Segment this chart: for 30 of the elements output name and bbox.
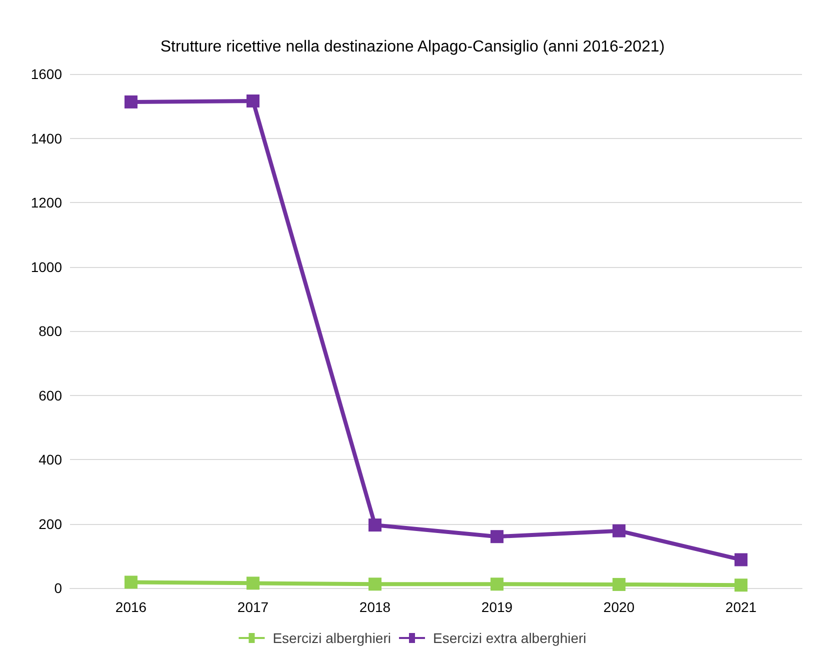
- point: [124, 95, 138, 108]
- point: [612, 524, 626, 538]
- x-tick-label: 2016: [115, 599, 147, 615]
- point: [612, 578, 626, 591]
- x-tick-label: 2018: [359, 599, 391, 615]
- point: [368, 518, 382, 532]
- point: [734, 553, 748, 566]
- legend-label: Esercizi alberghieri: [272, 630, 392, 646]
- y-tick-label: 200: [38, 516, 62, 532]
- y-tick-label: 600: [38, 387, 62, 404]
- point: [246, 94, 260, 108]
- point: [124, 576, 138, 589]
- y-tick-label: 800: [38, 323, 62, 339]
- y-tick-label: 400: [38, 452, 62, 468]
- y-tick-label: 1600: [30, 66, 62, 82]
- point: [490, 578, 504, 591]
- point: [734, 578, 748, 592]
- x-tick-label: 2017: [237, 599, 269, 615]
- legend-label: Esercizi extra alberghieri: [432, 630, 586, 646]
- x-tick-label: 2021: [725, 599, 757, 615]
- x-tick-label: 2020: [603, 599, 635, 615]
- y-tick-label: 1000: [30, 258, 62, 275]
- x-tick-label: 2019: [481, 599, 513, 615]
- y-tick-label: 1400: [30, 130, 62, 146]
- chart-title: Strutture ricettive nella destinazione Alpago-Cansiglio (anni 2016-2021): [160, 38, 665, 56]
- point: [246, 576, 260, 590]
- point: [490, 530, 504, 544]
- y-tick-label: 0: [54, 580, 62, 596]
- point: [368, 578, 382, 591]
- y-tick-label: 1200: [30, 194, 62, 210]
